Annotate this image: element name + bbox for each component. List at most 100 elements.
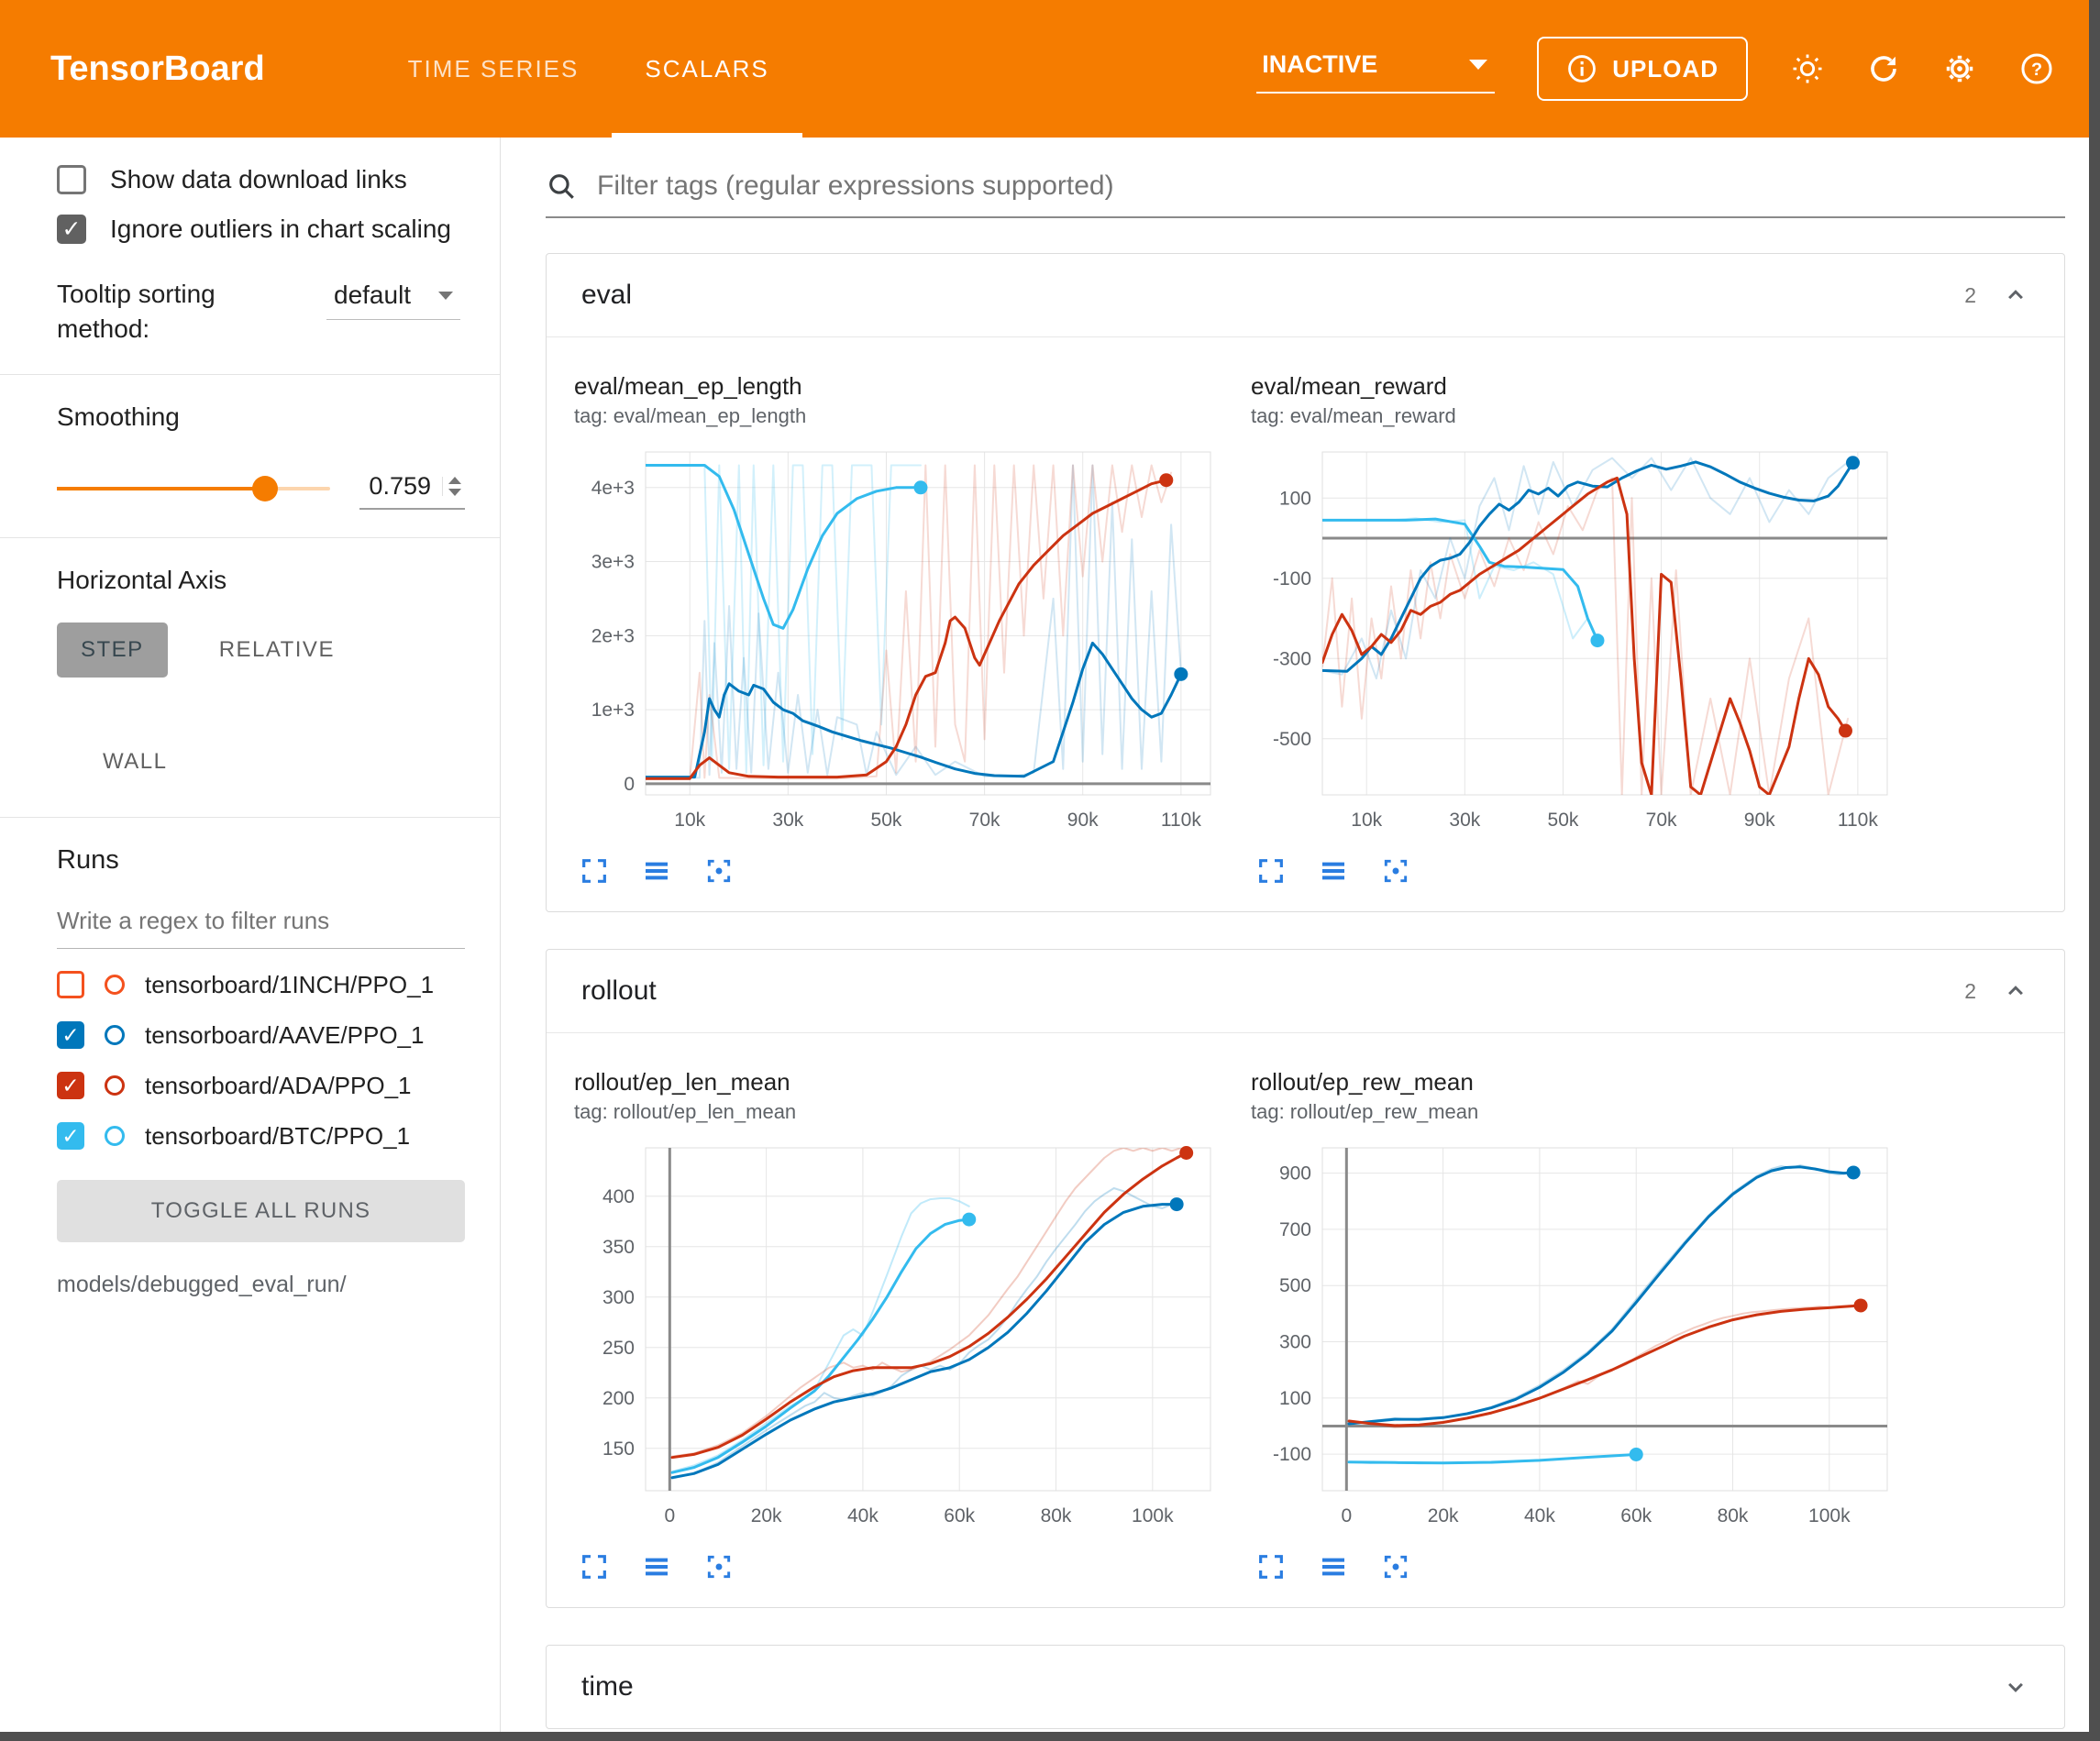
line-chart-plot[interactable]: 0 20k 40k 60k 80k 100k -100 100 300 500 700 900 xyxy=(1249,1135,1902,1538)
show-download-links-row[interactable]: Show data download links xyxy=(57,165,465,194)
svg-text:?: ? xyxy=(2031,60,2042,80)
line-chart-plot[interactable]: 0 20k 40k 60k 80k 100k 150 200 250 300 350 400 xyxy=(572,1135,1225,1538)
svg-text:20k: 20k xyxy=(1428,1505,1459,1526)
run-color-circle xyxy=(105,1025,125,1046)
run-checkbox[interactable]: ✓ xyxy=(57,1122,84,1151)
fit-domain-icon[interactable] xyxy=(1381,1552,1410,1581)
axis-step-button[interactable]: STEP xyxy=(57,622,168,678)
run-label: tensorboard/1INCH/PPO_1 xyxy=(145,970,435,998)
section-header[interactable]: eval 2 xyxy=(547,254,2064,336)
stepper-arrows-icon[interactable] xyxy=(442,476,461,496)
chart-card: rollout/ep_len_mean tag: rollout/ep_len_m… xyxy=(572,1061,1225,1592)
chevron-down-icon[interactable] xyxy=(2002,1673,2029,1701)
slider-thumb[interactable] xyxy=(251,476,278,502)
show-download-links-label: Show data download links xyxy=(110,165,407,193)
svg-text:1e+3: 1e+3 xyxy=(591,700,635,721)
section-count: 2 xyxy=(1964,282,1976,307)
section-body: eval/mean_ep_length tag: eval/mean_ep_len… xyxy=(547,336,2064,911)
tooltip-sorting-dropdown[interactable]: default xyxy=(326,277,461,320)
line-chart-plot[interactable]: 10k 30k 50k 70k 90k 110k 100 -100 -300 -500 xyxy=(1249,439,1902,843)
chevron-up-icon[interactable] xyxy=(2002,977,2029,1005)
run-color-circle xyxy=(105,975,125,996)
chevron-down-icon xyxy=(1469,59,1488,70)
app-title: TensorBoard xyxy=(50,49,265,88)
tag-filter-input[interactable] xyxy=(597,171,2065,202)
chevron-down-icon xyxy=(438,291,454,300)
svg-text:20k: 20k xyxy=(751,1505,782,1526)
vertical-scrollbar[interactable] xyxy=(2089,0,2100,1741)
refresh-icon[interactable] xyxy=(1867,52,1900,85)
run-item[interactable]: ✓ tensorboard/BTC/PPO_1 xyxy=(57,1122,465,1151)
run-item[interactable]: ✓ tensorboard/AAVE/PPO_1 xyxy=(57,1021,465,1050)
help-icon[interactable]: ? xyxy=(2019,51,2054,86)
section-header[interactable]: time xyxy=(547,1646,2064,1728)
tab-time-series[interactable]: TIME SERIES xyxy=(407,54,580,83)
line-chart-plot[interactable]: 10k 30k 50k 70k 90k 110k 0 1e+3 2e+3 3e+3 4e+3 xyxy=(572,439,1225,843)
svg-text:0: 0 xyxy=(664,1505,675,1526)
runs-filter-input[interactable] xyxy=(57,898,465,949)
chart-tag: tag: eval/mean_reward xyxy=(1251,404,1456,427)
chart-tag: tag: rollout/ep_rew_mean xyxy=(1251,1100,1479,1123)
search-icon xyxy=(546,171,577,202)
chart-footer-icons xyxy=(580,856,1225,886)
svg-text:30k: 30k xyxy=(1449,810,1480,831)
show-download-links-checkbox[interactable] xyxy=(57,165,86,194)
run-checkbox[interactable] xyxy=(57,971,84,999)
tab-scalars[interactable]: SCALARS xyxy=(612,0,803,138)
svg-text:0: 0 xyxy=(624,774,635,795)
section-title: time xyxy=(581,1671,634,1702)
fit-domain-icon[interactable] xyxy=(1381,856,1410,886)
slider-fill xyxy=(57,487,265,491)
smoothing-value-input[interactable]: 0.759 xyxy=(359,468,465,510)
ignore-outliers-checkbox[interactable] xyxy=(57,215,86,244)
chart-tag: tag: eval/mean_ep_length xyxy=(574,404,807,427)
expand-width-icon[interactable] xyxy=(642,1552,671,1581)
fullscreen-icon[interactable] xyxy=(580,856,609,886)
run-list: tensorboard/1INCH/PPO_1 ✓ tensorboard/AAVE… xyxy=(57,971,465,1151)
section-card-rollout: rollout 2 rollout/ep_len_mean tag: rollout/… xyxy=(546,949,2065,1608)
chevron-up-icon[interactable] xyxy=(2002,281,2029,309)
axis-relative-button[interactable]: RELATIVE xyxy=(218,636,335,662)
tag-filter-bar xyxy=(546,171,2065,218)
run-color-circle xyxy=(105,1075,125,1096)
svg-text:50k: 50k xyxy=(871,810,902,831)
fullscreen-icon[interactable] xyxy=(580,1552,609,1581)
svg-text:80k: 80k xyxy=(1718,1505,1749,1526)
toggle-all-runs-button[interactable]: TOGGLE ALL RUNS xyxy=(57,1179,465,1242)
run-item[interactable]: ✓ tensorboard/ADA/PPO_1 xyxy=(57,1072,465,1100)
app-header: TensorBoard TIME SERIES SCALARS INACTIVE… xyxy=(0,0,2100,138)
expand-width-icon[interactable] xyxy=(642,856,671,886)
upload-button[interactable]: UPLOAD xyxy=(1537,37,1748,101)
settings-icon[interactable] xyxy=(1942,51,1977,86)
svg-text:10k: 10k xyxy=(1351,810,1382,831)
fit-domain-icon[interactable] xyxy=(704,856,734,886)
section-header[interactable]: rollout 2 xyxy=(547,950,2064,1032)
svg-text:100k: 100k xyxy=(1808,1505,1851,1526)
ignore-outliers-row[interactable]: Ignore outliers in chart scaling xyxy=(57,215,465,244)
svg-text:3e+3: 3e+3 xyxy=(591,552,635,573)
run-item[interactable]: tensorboard/1INCH/PPO_1 xyxy=(57,971,465,999)
expand-width-icon[interactable] xyxy=(1319,856,1348,886)
horizontal-scrollbar[interactable] xyxy=(0,1732,2100,1741)
svg-text:350: 350 xyxy=(602,1237,635,1258)
settings-sidebar: Show data download links Ignore outliers… xyxy=(0,138,501,1732)
fullscreen-icon[interactable] xyxy=(1256,1552,1286,1581)
upload-label: UPLOAD xyxy=(1612,54,1719,83)
smoothing-value: 0.759 xyxy=(369,471,431,500)
svg-text:90k: 90k xyxy=(1744,810,1775,831)
svg-text:4e+3: 4e+3 xyxy=(591,478,635,499)
brightness-icon[interactable] xyxy=(1790,51,1825,86)
svg-text:90k: 90k xyxy=(1067,810,1099,831)
status-dropdown[interactable]: INACTIVE xyxy=(1256,45,1496,94)
axis-wall-button[interactable]: WALL xyxy=(103,748,168,774)
fit-domain-icon[interactable] xyxy=(704,1552,734,1581)
chart-footer-icons xyxy=(1256,856,1902,886)
run-checkbox[interactable]: ✓ xyxy=(57,1072,84,1100)
chart-card: eval/mean_ep_length tag: eval/mean_ep_len… xyxy=(572,365,1225,897)
run-checkbox[interactable]: ✓ xyxy=(57,1021,84,1050)
status-label: INACTIVE xyxy=(1262,50,1378,78)
expand-width-icon[interactable] xyxy=(1319,1552,1348,1581)
smoothing-slider[interactable] xyxy=(57,476,331,502)
fullscreen-icon[interactable] xyxy=(1256,856,1286,886)
chart-title: rollout/ep_rew_mean xyxy=(1251,1068,1474,1096)
